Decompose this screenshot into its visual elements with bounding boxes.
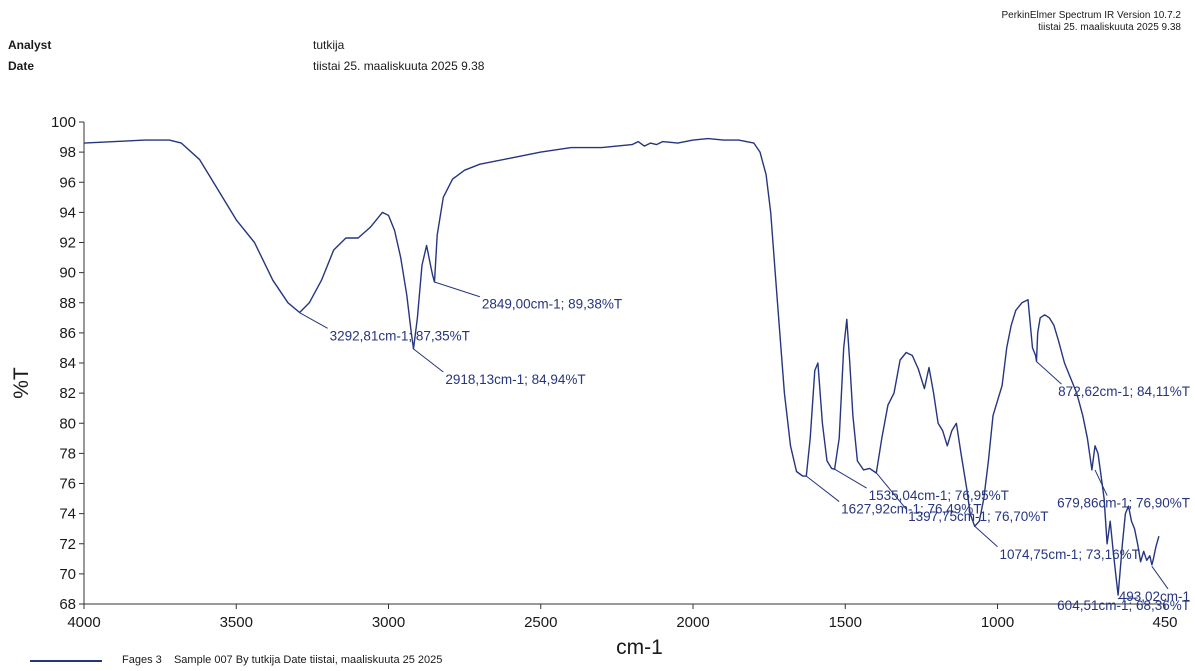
peak-leader-line: [434, 281, 481, 298]
software-version: PerkinElmer Spectrum IR Version 10.7.2: [1001, 10, 1181, 21]
peak-leader-line: [299, 312, 328, 329]
x-tick-label: 2500: [524, 614, 557, 631]
y-tick-label: 98: [59, 144, 76, 161]
x-tick-label: 1000: [981, 614, 1014, 631]
y-tick-label: 86: [59, 325, 76, 342]
peak-label: 1535,04cm-1; 76,95%T: [869, 488, 1009, 503]
y-tick-label: 94: [59, 204, 76, 221]
x-tick-label: 450: [1152, 614, 1177, 631]
peak-leader-line: [876, 472, 907, 510]
peak-leader-line: [974, 525, 998, 548]
peak-label: 2918,13cm-1; 84,94%T: [445, 372, 585, 387]
y-tick-label: 80: [59, 415, 76, 432]
peak-label: 872,62cm-1; 84,11%T: [1058, 384, 1190, 399]
analyst-label: Analyst: [8, 38, 52, 52]
y-tick-label: 78: [59, 445, 76, 462]
x-tick-label: 3500: [220, 614, 253, 631]
peak-label: 679,86cm-1; 76,90%T: [1057, 496, 1190, 511]
y-tick-label: 68: [59, 596, 76, 613]
peak-leader-line: [1035, 360, 1062, 385]
date-label: Date: [8, 59, 35, 73]
y-tick-label: 100: [51, 114, 76, 131]
y-axis-label: %T: [10, 367, 33, 399]
y-tick-label: 82: [59, 385, 76, 402]
legend-text: Fages 3 Sample 007 By tutkija Date tiist…: [122, 654, 443, 666]
y-tick-label: 90: [59, 265, 76, 282]
y-tick-label: 74: [59, 506, 76, 523]
y-tick-label: 84: [59, 355, 76, 372]
spectrum-line: [83, 137, 1160, 596]
peak-label: 3292,81cm-1; 87,35%T: [330, 328, 470, 343]
peak-leader-line: [1151, 566, 1169, 590]
peak-label: 1397,75cm-1; 76,70%T: [908, 509, 1048, 524]
peak-label: 2849,00cm-1; 89,38%T: [482, 297, 622, 312]
analyst-value: tutkija: [313, 38, 345, 52]
legend-swatch: [30, 660, 102, 662]
x-tick-label: 1500: [829, 614, 862, 631]
peak-leader-line: [413, 348, 444, 373]
peak-leader-line: [1117, 597, 1138, 600]
x-axis-label: cm-1: [616, 636, 663, 659]
y-tick-label: 70: [59, 566, 76, 583]
x-tick-label: 3000: [372, 614, 405, 631]
x-tick-label: 2000: [676, 614, 709, 631]
x-tick-label: 4000: [67, 614, 100, 631]
y-tick-label: 72: [59, 536, 76, 553]
peak-label: 1627,92cm-1; 76,49%T: [841, 502, 981, 517]
y-tick-label: 96: [59, 174, 76, 191]
peak-label: 1074,75cm-1; 73,16%T: [1000, 547, 1140, 562]
peak-label: 604,51cm-1; 68,36%T: [1057, 598, 1190, 613]
peak-leader-line: [1094, 469, 1108, 496]
y-tick-label: 76: [59, 476, 76, 493]
peak-leader-line: [834, 468, 867, 489]
y-tick-label: 92: [59, 235, 76, 252]
date-value: tiistai 25. maaliskuuta 2025 9.38: [313, 59, 485, 73]
software-date: tiistai 25. maaliskuuta 2025 9.38: [1038, 22, 1181, 33]
peak-leader-line: [806, 475, 840, 502]
y-tick-label: 88: [59, 295, 76, 312]
peak-label: 493,02cm-1: [1119, 589, 1190, 604]
